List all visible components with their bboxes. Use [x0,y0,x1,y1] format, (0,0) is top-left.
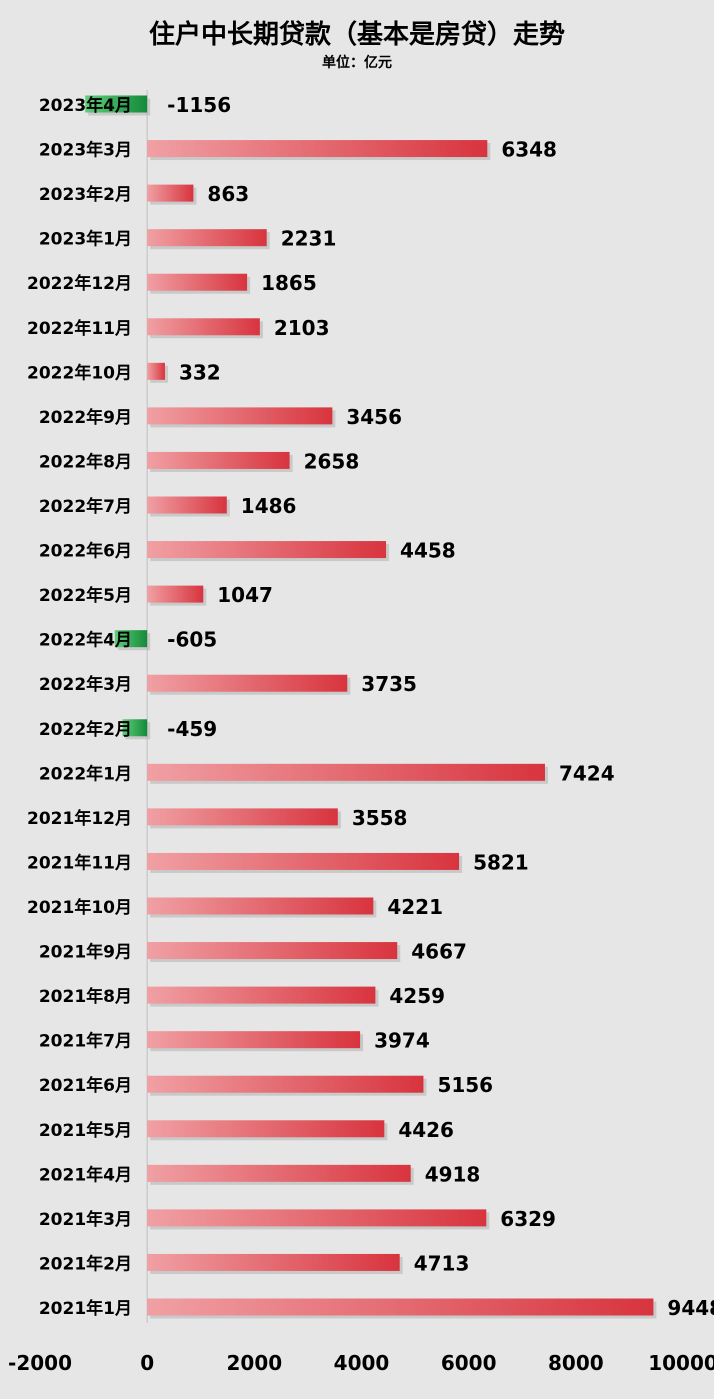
chart-subtitle: 单位：亿元 [322,55,392,71]
bar [147,1298,654,1316]
category-label: 2022年7月 [39,496,132,517]
data-label: 3558 [352,806,408,830]
bar [147,942,398,960]
category-label: 2021年2月 [39,1253,132,1274]
category-label: 2021年12月 [27,808,132,829]
category-label: 2021年6月 [39,1075,132,1096]
data-label: 4713 [414,1251,470,1275]
data-label: 3456 [346,405,402,429]
bar [147,451,290,469]
x-tick-label: 10000 [648,1351,714,1375]
category-label: 2021年11月 [27,852,132,873]
category-label: 2021年8月 [39,986,132,1007]
data-label: 6329 [500,1207,556,1231]
category-label: 2022年11月 [27,318,132,339]
bar [114,630,148,648]
data-label: 5821 [473,850,529,874]
category-label: 2022年6月 [39,541,132,562]
bar [147,763,545,781]
x-tick-label: 0 [140,1351,154,1375]
bar [147,273,248,291]
category-label: 2022年3月 [39,674,132,695]
bar [147,184,194,202]
bar [147,1253,400,1271]
bar [147,808,338,826]
data-label: -605 [167,628,217,652]
category-label: 2023年4月 [39,95,132,116]
data-label: 4458 [400,539,456,563]
data-label: 1865 [261,271,317,295]
bar [147,585,204,603]
bar [147,541,387,559]
data-label: -1156 [167,93,231,117]
chart-title: 住户中长期贷款（基本是房贷）走势 [148,20,565,50]
bar [147,1075,424,1093]
bar [147,674,348,692]
x-tick-label: 4000 [334,1351,390,1375]
category-label: 2022年2月 [39,719,132,740]
data-label: -459 [167,717,217,741]
category-label: 2022年8月 [39,451,132,472]
x-tick-label: 2000 [226,1351,282,1375]
x-tick-label: -2000 [8,1351,72,1375]
bar [147,229,267,247]
data-label: 4259 [389,984,445,1008]
bar [147,1031,361,1049]
data-label: 4667 [411,940,467,964]
category-label: 2022年4月 [39,630,132,651]
data-label: 4426 [398,1118,454,1142]
category-label: 2022年1月 [39,763,132,784]
category-label: 2023年3月 [39,140,132,161]
bar [85,95,148,113]
bar [147,407,333,425]
data-label: 3735 [361,672,417,696]
data-label: 332 [179,360,221,384]
data-label: 3974 [374,1029,430,1053]
data-label: 7424 [559,761,615,785]
category-label: 2022年9月 [39,407,132,428]
bar [147,1120,385,1138]
category-label: 2022年5月 [39,585,132,606]
category-label: 2021年9月 [39,942,132,963]
bar [122,719,148,737]
x-tick-label: 6000 [441,1351,497,1375]
data-label: 4221 [387,895,443,919]
data-label: 863 [207,182,249,206]
data-label: 1047 [217,583,273,607]
data-label: 2231 [281,227,337,251]
data-label: 2658 [304,449,360,473]
data-label: 9448 [667,1296,714,1320]
data-label: 4918 [425,1162,481,1186]
data-label: 5156 [437,1073,493,1097]
category-label: 2023年1月 [39,229,132,250]
bar [147,897,374,915]
data-label: 2103 [274,316,330,340]
bar [147,140,488,158]
bar [147,496,227,514]
category-label: 2021年3月 [39,1209,132,1230]
category-label: 2021年1月 [39,1298,132,1319]
data-label: 1486 [241,494,297,518]
x-tick-label: 8000 [548,1351,604,1375]
category-label: 2022年12月 [27,273,132,294]
category-label: 2021年5月 [39,1120,132,1141]
bar [147,1164,411,1182]
bar [147,1209,487,1227]
category-label: 2021年7月 [39,1031,132,1052]
bar [147,362,165,380]
data-label: 6348 [501,138,557,162]
bar [147,852,460,870]
bar [147,318,260,336]
category-label: 2021年10月 [27,897,132,918]
category-label: 2022年10月 [27,362,132,383]
category-label: 2023年2月 [39,184,132,205]
category-label: 2021年4月 [39,1164,132,1185]
bar [147,986,376,1004]
